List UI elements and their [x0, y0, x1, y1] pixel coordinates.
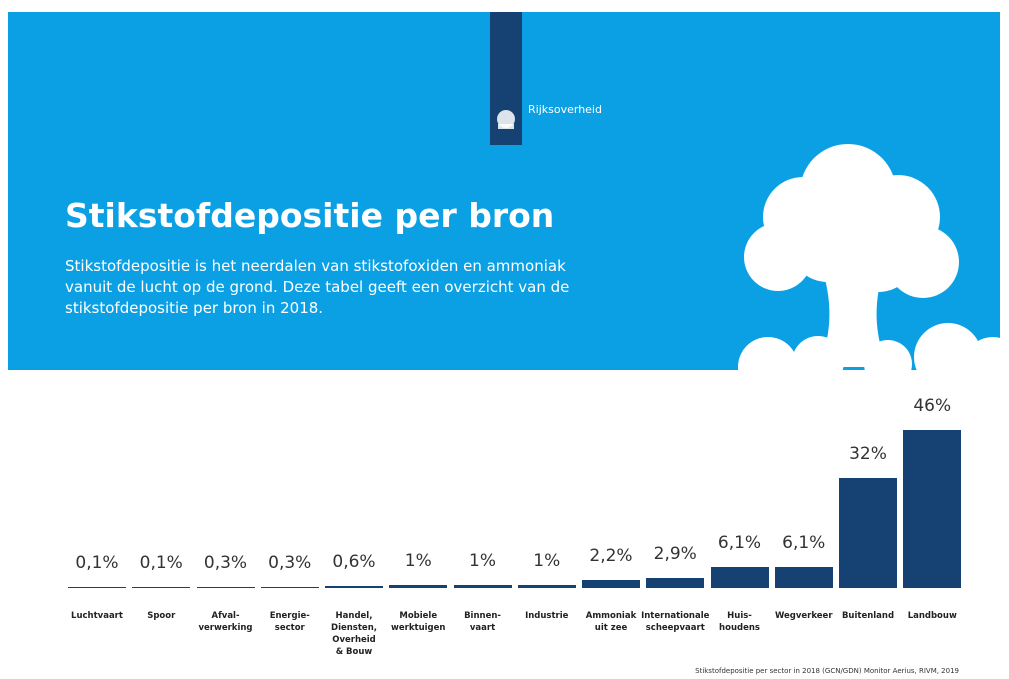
bar	[132, 587, 191, 588]
header-banner: Rijksoverheid Stikstofdepositie per bron…	[8, 12, 1000, 370]
value-label: 0,3%	[268, 552, 312, 573]
x-tick-label: Afval- verwerking	[198, 611, 253, 633]
x-tick-label: Energie- sector	[269, 611, 310, 633]
bar	[68, 587, 126, 588]
value-label: 1%	[404, 550, 432, 571]
bar	[517, 584, 576, 588]
bar	[260, 586, 319, 588]
value-label: 0,3%	[203, 552, 248, 573]
x-tick-label: Huis- houdens	[719, 611, 760, 633]
value-label: 0,6%	[332, 551, 376, 572]
value-label: 46%	[913, 396, 952, 416]
value-label: 0,1%	[139, 553, 183, 573]
bar	[196, 586, 255, 588]
x-tick-label: Spoor	[147, 611, 176, 621]
x-tick-label: Ammoniak uit zee	[585, 611, 637, 633]
value-label: 32%	[849, 444, 887, 465]
bar	[325, 585, 383, 588]
x-tick-label: Landbouw	[907, 611, 957, 621]
bar	[582, 580, 640, 588]
bar	[389, 584, 448, 588]
x-tick-label: Wegverkeer	[774, 611, 833, 621]
bar	[839, 478, 897, 588]
chart-title: Stikstofdepositie per bron	[65, 196, 555, 235]
value-label: 6,1%	[717, 533, 762, 554]
tree-illustration	[738, 144, 1000, 370]
bar	[774, 567, 833, 588]
value-label: 1%	[469, 550, 496, 571]
chart-subtitle: Stikstofdepositie is het neerdalen van s…	[65, 257, 570, 317]
x-tick-label: Luchtvaart	[71, 611, 123, 621]
bar	[453, 584, 512, 588]
value-label: 1%	[533, 550, 561, 571]
logo-strip	[490, 12, 522, 145]
logo-emblem	[497, 110, 515, 129]
value-label: 0,1%	[75, 553, 119, 573]
x-tick-label: Mobiele werktuigen	[391, 611, 446, 633]
x-tick-label: Industrie	[525, 611, 569, 621]
bar	[646, 578, 705, 588]
x-tick-label: Binnen- vaart	[464, 611, 501, 633]
x-tick-label: Internationale scheepvaart	[641, 611, 710, 633]
value-label: 6,1%	[782, 533, 826, 554]
bar	[710, 567, 769, 588]
value-label: 2,2%	[589, 546, 633, 567]
x-tick-label: Buitenland	[841, 611, 895, 621]
x-tick-label: Handel, Diensten, Overheid & Bouw	[331, 611, 377, 657]
bar	[903, 430, 962, 588]
brand-name: Rijksoverheid	[528, 103, 602, 116]
source-note: Stikstofdepositie per sector in 2018 (GC…	[695, 667, 959, 675]
value-label: 2,9%	[653, 544, 697, 565]
